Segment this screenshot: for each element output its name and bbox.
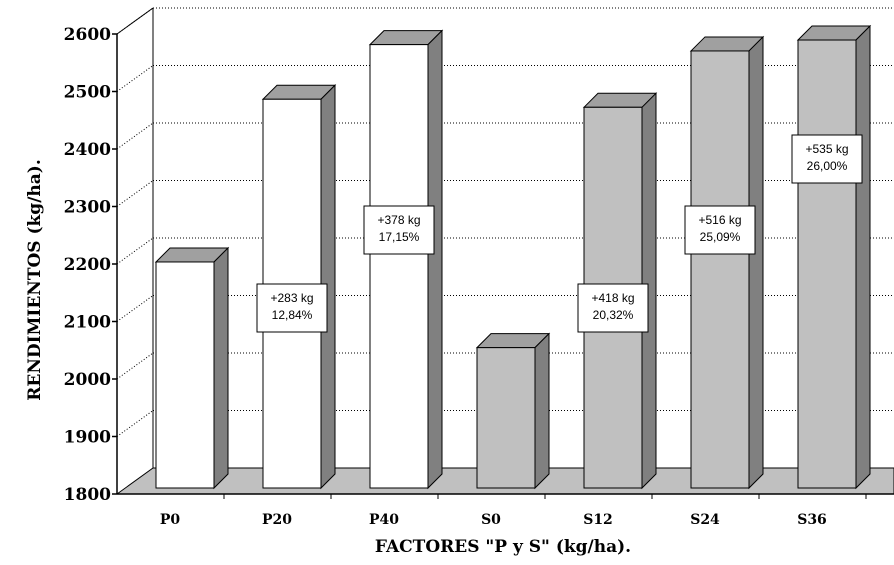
x-tick-label: P20	[262, 512, 292, 528]
bar-s12	[582, 92, 658, 490]
bar-side	[748, 35, 764, 490]
gridline-side	[116, 122, 154, 150]
side-wall-top-edge	[116, 7, 154, 35]
x-tick-label: P40	[369, 512, 399, 528]
annotation-p20: +283 kg 12,84%	[256, 283, 328, 333]
bar-front	[690, 50, 750, 489]
gridline-side	[116, 237, 154, 265]
annotation-amount: +418 kg	[591, 291, 634, 305]
y-tick-label: 2000	[64, 370, 111, 390]
bar-side	[855, 24, 871, 490]
gridline-side	[116, 352, 154, 380]
y-tick-label: 2600	[64, 25, 111, 45]
bar-s36	[796, 24, 872, 490]
x-tick-label: S0	[481, 512, 501, 528]
annotation-s24: +516 kg 25,09%	[684, 205, 756, 255]
annotation-amount: +378 kg	[377, 213, 420, 227]
x-tick-label: P0	[160, 512, 181, 528]
bar-s0	[475, 332, 551, 490]
y-tick-label: 2300	[64, 198, 111, 218]
bar-p40	[368, 29, 444, 490]
x-axis: P0 P20 P40 S0 S12 S24 S36	[117, 493, 894, 528]
bar-front	[476, 347, 536, 489]
y-axis-title: RENDIMIENTOS (kg/ha).	[25, 159, 45, 401]
annotation-amount: +516 kg	[698, 213, 741, 227]
gridline-side	[116, 410, 154, 437]
bar-s24	[689, 35, 765, 490]
y-tick-label: 2500	[64, 83, 111, 103]
gridline-side	[116, 180, 154, 207]
annotation-amount: +535 kg	[805, 142, 848, 156]
x-axis-title: FACTORES "P y S" (kg/ha).	[375, 537, 631, 557]
gridline-side	[116, 65, 154, 92]
annotation-percent: 26,00%	[807, 159, 848, 173]
annotation-percent: 20,32%	[593, 308, 634, 322]
annotation-percent: 25,09%	[700, 230, 741, 244]
gridline-side	[116, 295, 154, 322]
bar-p0	[154, 246, 230, 490]
annotation-p40: +378 kg 17,15%	[363, 205, 435, 255]
annotation-box	[577, 283, 649, 333]
bar-side	[534, 332, 550, 490]
annotation-s36: +535 kg 26,00%	[791, 134, 863, 184]
x-tick-label: S36	[797, 512, 827, 528]
y-tick-label: 1800	[64, 485, 111, 505]
bar-front	[369, 44, 429, 489]
x-tick-label: S12	[583, 512, 613, 528]
annotation-s12: +418 kg 20,32%	[577, 283, 649, 333]
chart-background	[116, 7, 154, 468]
x-tick-label: S24	[690, 512, 720, 528]
y-tick-label: 2200	[64, 255, 111, 275]
annotation-box	[363, 205, 435, 255]
bar-front	[797, 39, 857, 489]
y-tick-label: 2100	[64, 313, 111, 333]
bar-front	[155, 261, 215, 489]
annotation-percent: 17,15%	[379, 230, 420, 244]
annotation-amount: +283 kg	[270, 291, 313, 305]
bar-side	[213, 246, 229, 490]
annotation-percent: 12,84%	[272, 308, 313, 322]
y-axis: 1800 1900 2000 2100 2200 2300 2400 2500 2600	[64, 25, 118, 505]
annotation-box	[256, 283, 328, 333]
bar-side	[427, 29, 443, 490]
bars	[154, 24, 872, 490]
y-tick-label: 2400	[64, 140, 111, 160]
annotation-box	[684, 205, 756, 255]
y-tick-label: 1900	[64, 428, 111, 448]
annotation-box	[791, 134, 863, 184]
